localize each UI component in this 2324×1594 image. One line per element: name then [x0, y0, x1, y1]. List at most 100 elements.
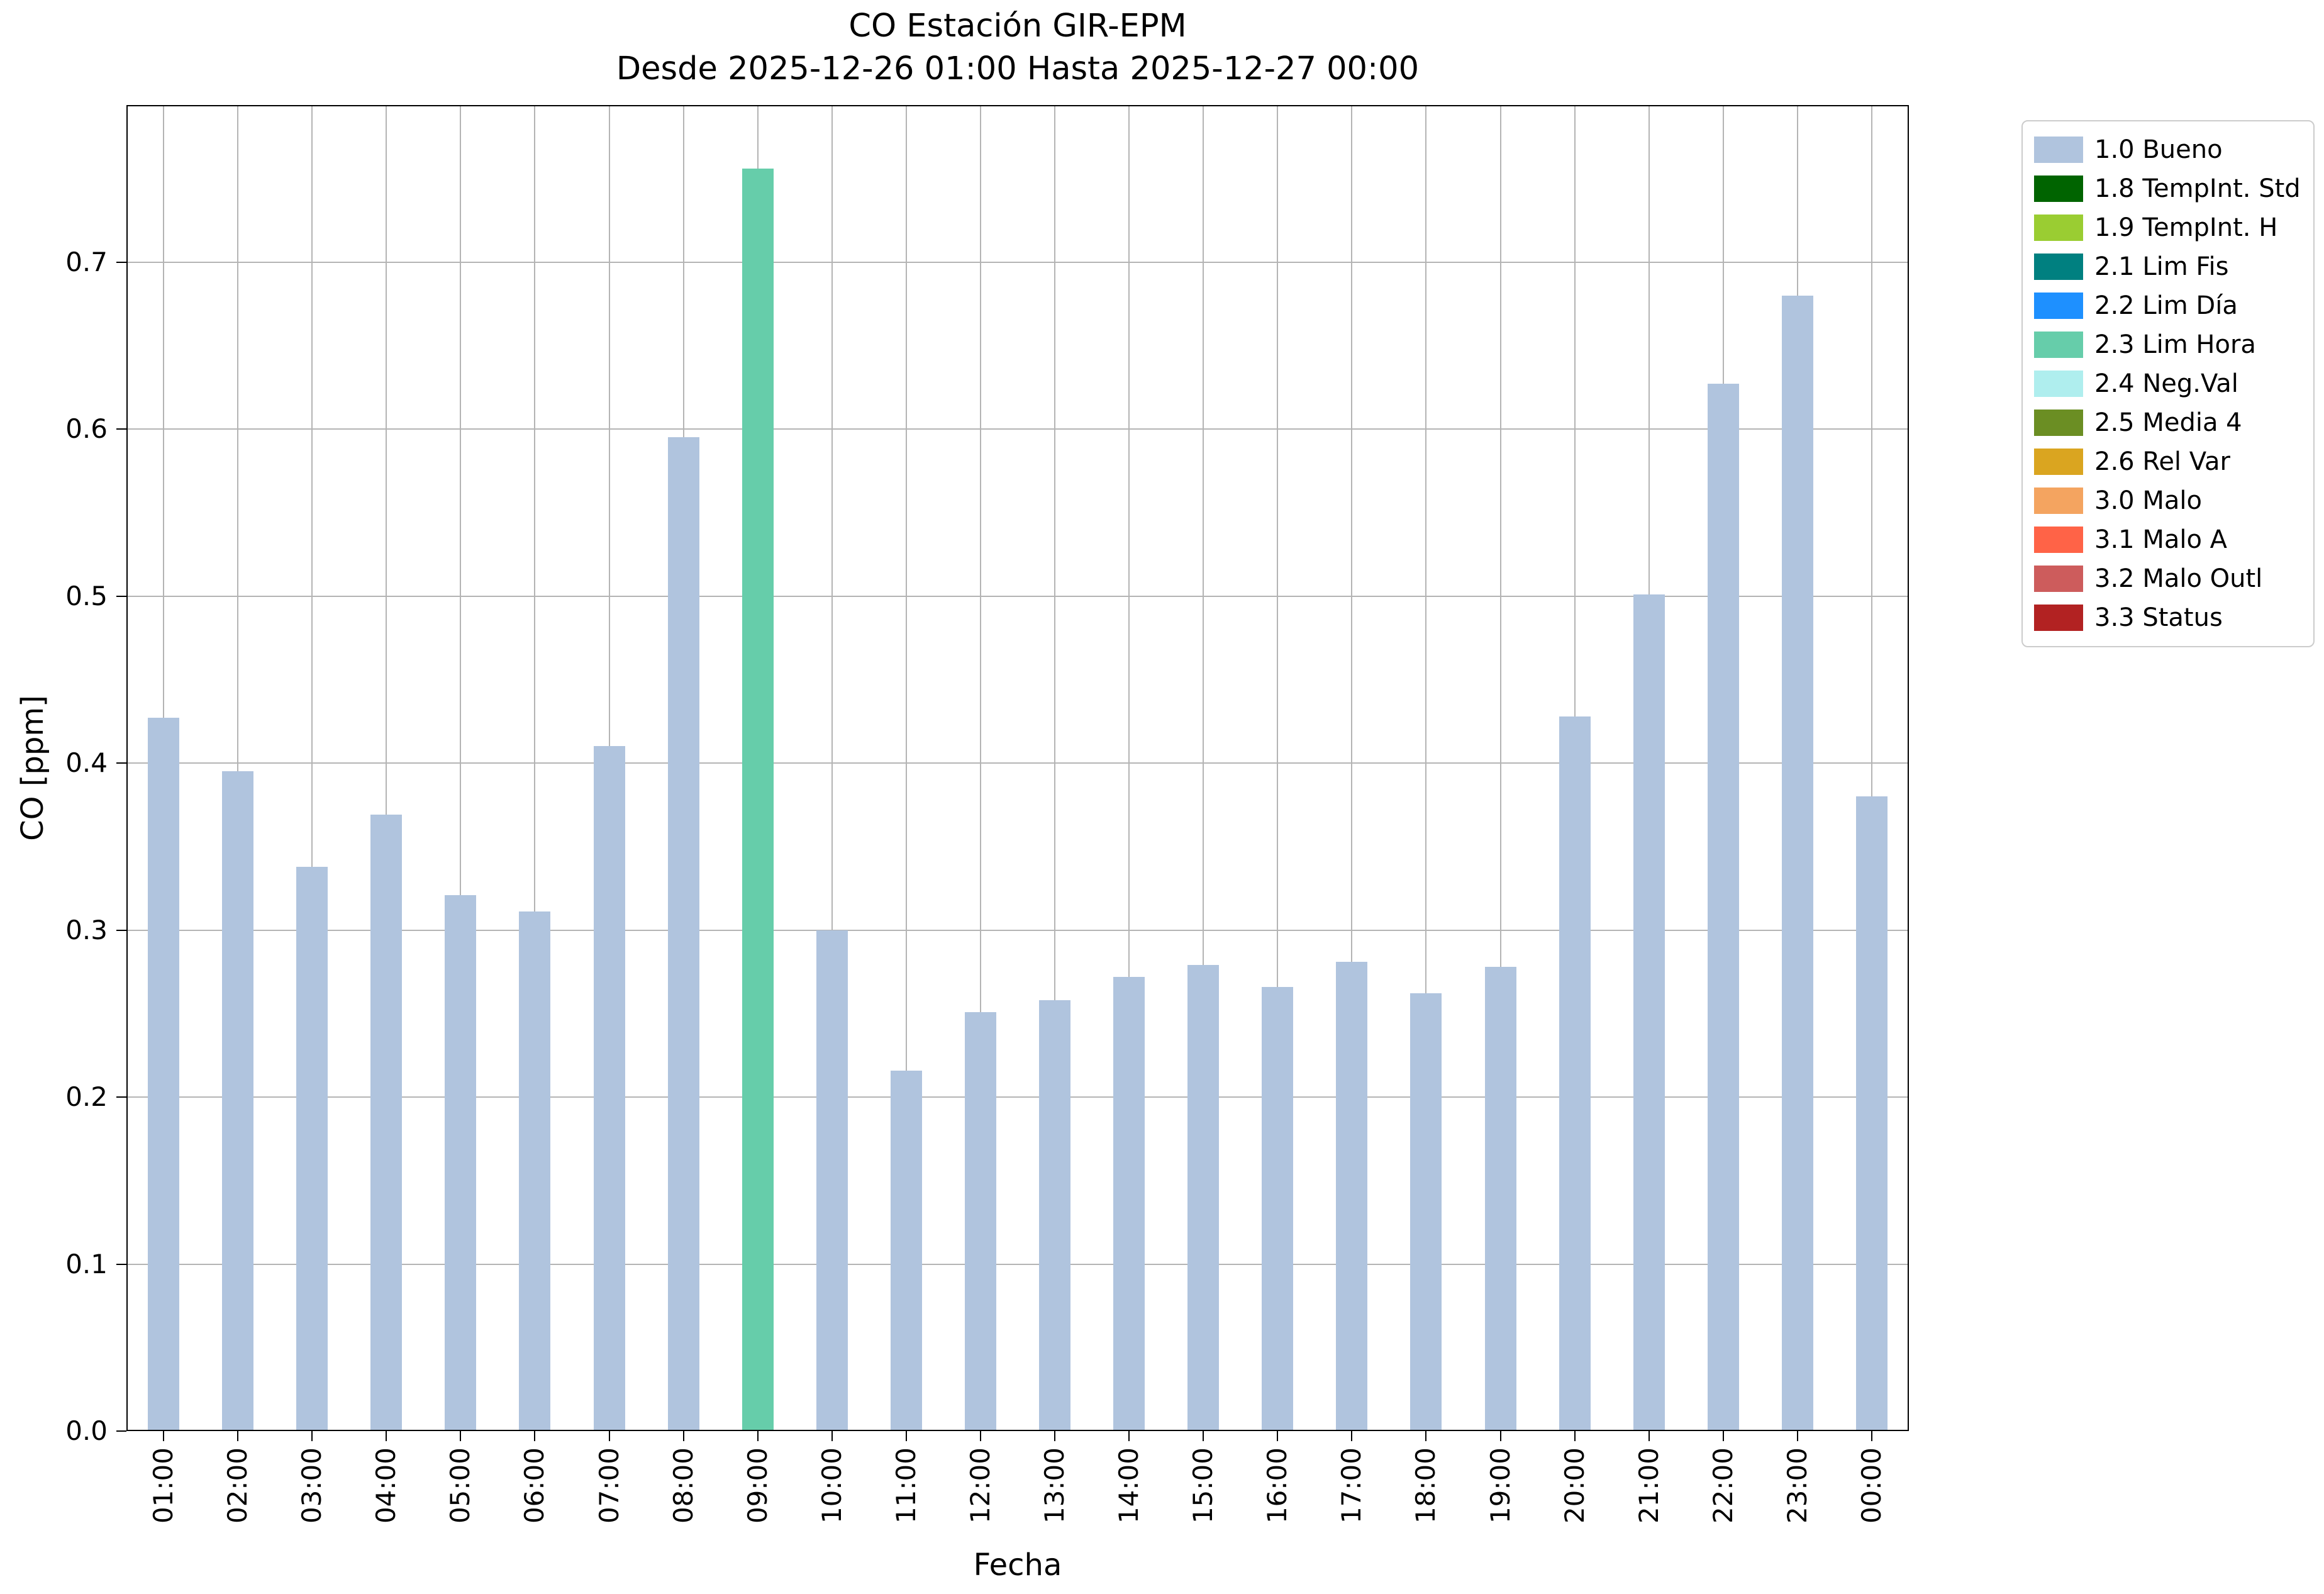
legend-label: 3.2 Malo Outl — [2094, 564, 2263, 593]
y-tick-mark — [116, 929, 126, 931]
x-tick-label: 04:00 — [370, 1447, 402, 1524]
h-gridline — [126, 595, 1909, 597]
x-tick-mark — [979, 1431, 981, 1441]
x-tick-label: 09:00 — [742, 1447, 773, 1524]
bar — [296, 866, 328, 1431]
x-axis-label: Fecha — [973, 1547, 1062, 1583]
x-tick-mark — [1796, 1431, 1798, 1441]
legend-swatch — [2034, 176, 2083, 202]
v-gridline — [386, 105, 387, 1431]
x-tick-label: 10:00 — [816, 1447, 847, 1524]
bar — [1336, 961, 1368, 1431]
legend-item: 1.9 TempInt. H — [2034, 208, 2302, 247]
x-tick-mark — [386, 1431, 387, 1441]
v-gridline — [311, 105, 313, 1431]
legend-swatch — [2034, 215, 2083, 241]
bar — [370, 815, 403, 1431]
x-tick-mark — [1351, 1431, 1353, 1441]
legend-swatch — [2034, 137, 2083, 163]
x-tick-mark — [608, 1431, 610, 1441]
v-gridline — [1203, 105, 1204, 1431]
x-tick-mark — [237, 1431, 239, 1441]
x-tick-label: 07:00 — [593, 1447, 625, 1524]
y-tick-mark — [116, 261, 126, 263]
bar — [1262, 986, 1294, 1431]
legend-label: 2.4 Neg.Val — [2094, 369, 2238, 398]
x-tick-mark — [1648, 1431, 1650, 1441]
x-tick-label: 05:00 — [445, 1447, 476, 1524]
x-tick-mark — [1054, 1431, 1056, 1441]
v-gridline — [534, 105, 536, 1431]
bar — [1559, 716, 1591, 1431]
v-gridline — [831, 105, 833, 1431]
x-tick-label: 23:00 — [1781, 1447, 1813, 1524]
x-tick-label: 02:00 — [222, 1447, 253, 1524]
legend-label: 3.0 Malo — [2094, 486, 2202, 515]
legend-label: 1.9 TempInt. H — [2094, 213, 2278, 242]
v-gridline — [905, 105, 907, 1431]
chart-title: CO Estación GIR-EPM — [848, 8, 1187, 45]
x-tick-mark — [1722, 1431, 1724, 1441]
v-gridline — [460, 105, 462, 1431]
v-gridline — [1351, 105, 1353, 1431]
y-tick-mark — [116, 595, 126, 597]
legend-label: 3.1 Malo A — [2094, 525, 2228, 554]
bar — [742, 168, 774, 1431]
x-tick-label: 00:00 — [1855, 1447, 1887, 1524]
y-tick-label: 0.0 — [65, 1415, 108, 1446]
legend-swatch — [2034, 449, 2083, 475]
x-tick-mark — [1425, 1431, 1427, 1441]
x-tick-label: 20:00 — [1559, 1447, 1590, 1524]
legend-label: 2.3 Lim Hora — [2094, 330, 2256, 359]
bar — [445, 895, 477, 1431]
legend-label: 2.1 Lim Fis — [2094, 252, 2229, 281]
x-tick-label: 21:00 — [1633, 1447, 1664, 1524]
bar — [519, 911, 551, 1431]
h-gridline — [126, 1263, 1909, 1265]
legend-swatch — [2034, 371, 2083, 397]
x-tick-mark — [757, 1431, 759, 1441]
y-tick-label: 0.4 — [65, 747, 108, 779]
bar — [1855, 796, 1888, 1431]
y-tick-mark — [116, 1096, 126, 1098]
legend-label: 2.5 Media 4 — [2094, 408, 2242, 437]
bar — [1187, 965, 1220, 1431]
v-gridline — [979, 105, 981, 1431]
h-gridline — [126, 762, 1909, 764]
legend-label: 2.6 Rel Var — [2094, 447, 2230, 476]
x-tick-label: 19:00 — [1484, 1447, 1516, 1524]
v-gridline — [1499, 105, 1501, 1431]
bar — [593, 746, 625, 1431]
x-tick-mark — [1128, 1431, 1130, 1441]
legend-swatch — [2034, 410, 2083, 436]
x-tick-mark — [311, 1431, 313, 1441]
v-gridline — [237, 105, 239, 1431]
bar — [1410, 993, 1442, 1431]
x-tick-mark — [1203, 1431, 1204, 1441]
bar — [667, 437, 699, 1431]
v-gridline — [1425, 105, 1427, 1431]
y-tick-mark — [116, 1430, 126, 1432]
y-tick-label: 0.1 — [65, 1248, 108, 1279]
h-gridline — [126, 929, 1909, 931]
x-tick-mark — [1871, 1431, 1872, 1441]
x-tick-mark — [163, 1431, 165, 1441]
x-tick-mark — [905, 1431, 907, 1441]
chart-subtitle: Desde 2025-12-26 01:00 Hasta 2025-12-27 … — [616, 50, 1420, 87]
y-tick-mark — [116, 428, 126, 430]
y-tick-label: 0.7 — [65, 246, 108, 277]
legend-item: 2.2 Lim Día — [2034, 286, 2302, 325]
x-tick-label: 15:00 — [1187, 1447, 1219, 1524]
v-gridline — [1128, 105, 1130, 1431]
legend-swatch — [2034, 605, 2083, 631]
y-tick-label: 0.3 — [65, 914, 108, 945]
plot-area — [126, 105, 1909, 1431]
bar — [1633, 594, 1665, 1431]
legend-item: 2.3 Lim Hora — [2034, 325, 2302, 364]
x-tick-mark — [534, 1431, 536, 1441]
legend-item: 2.6 Rel Var — [2034, 442, 2302, 481]
x-tick-label: 17:00 — [1336, 1447, 1367, 1524]
bar — [816, 930, 848, 1431]
legend-item: 3.0 Malo — [2034, 481, 2302, 520]
x-tick-label: 03:00 — [296, 1447, 328, 1524]
